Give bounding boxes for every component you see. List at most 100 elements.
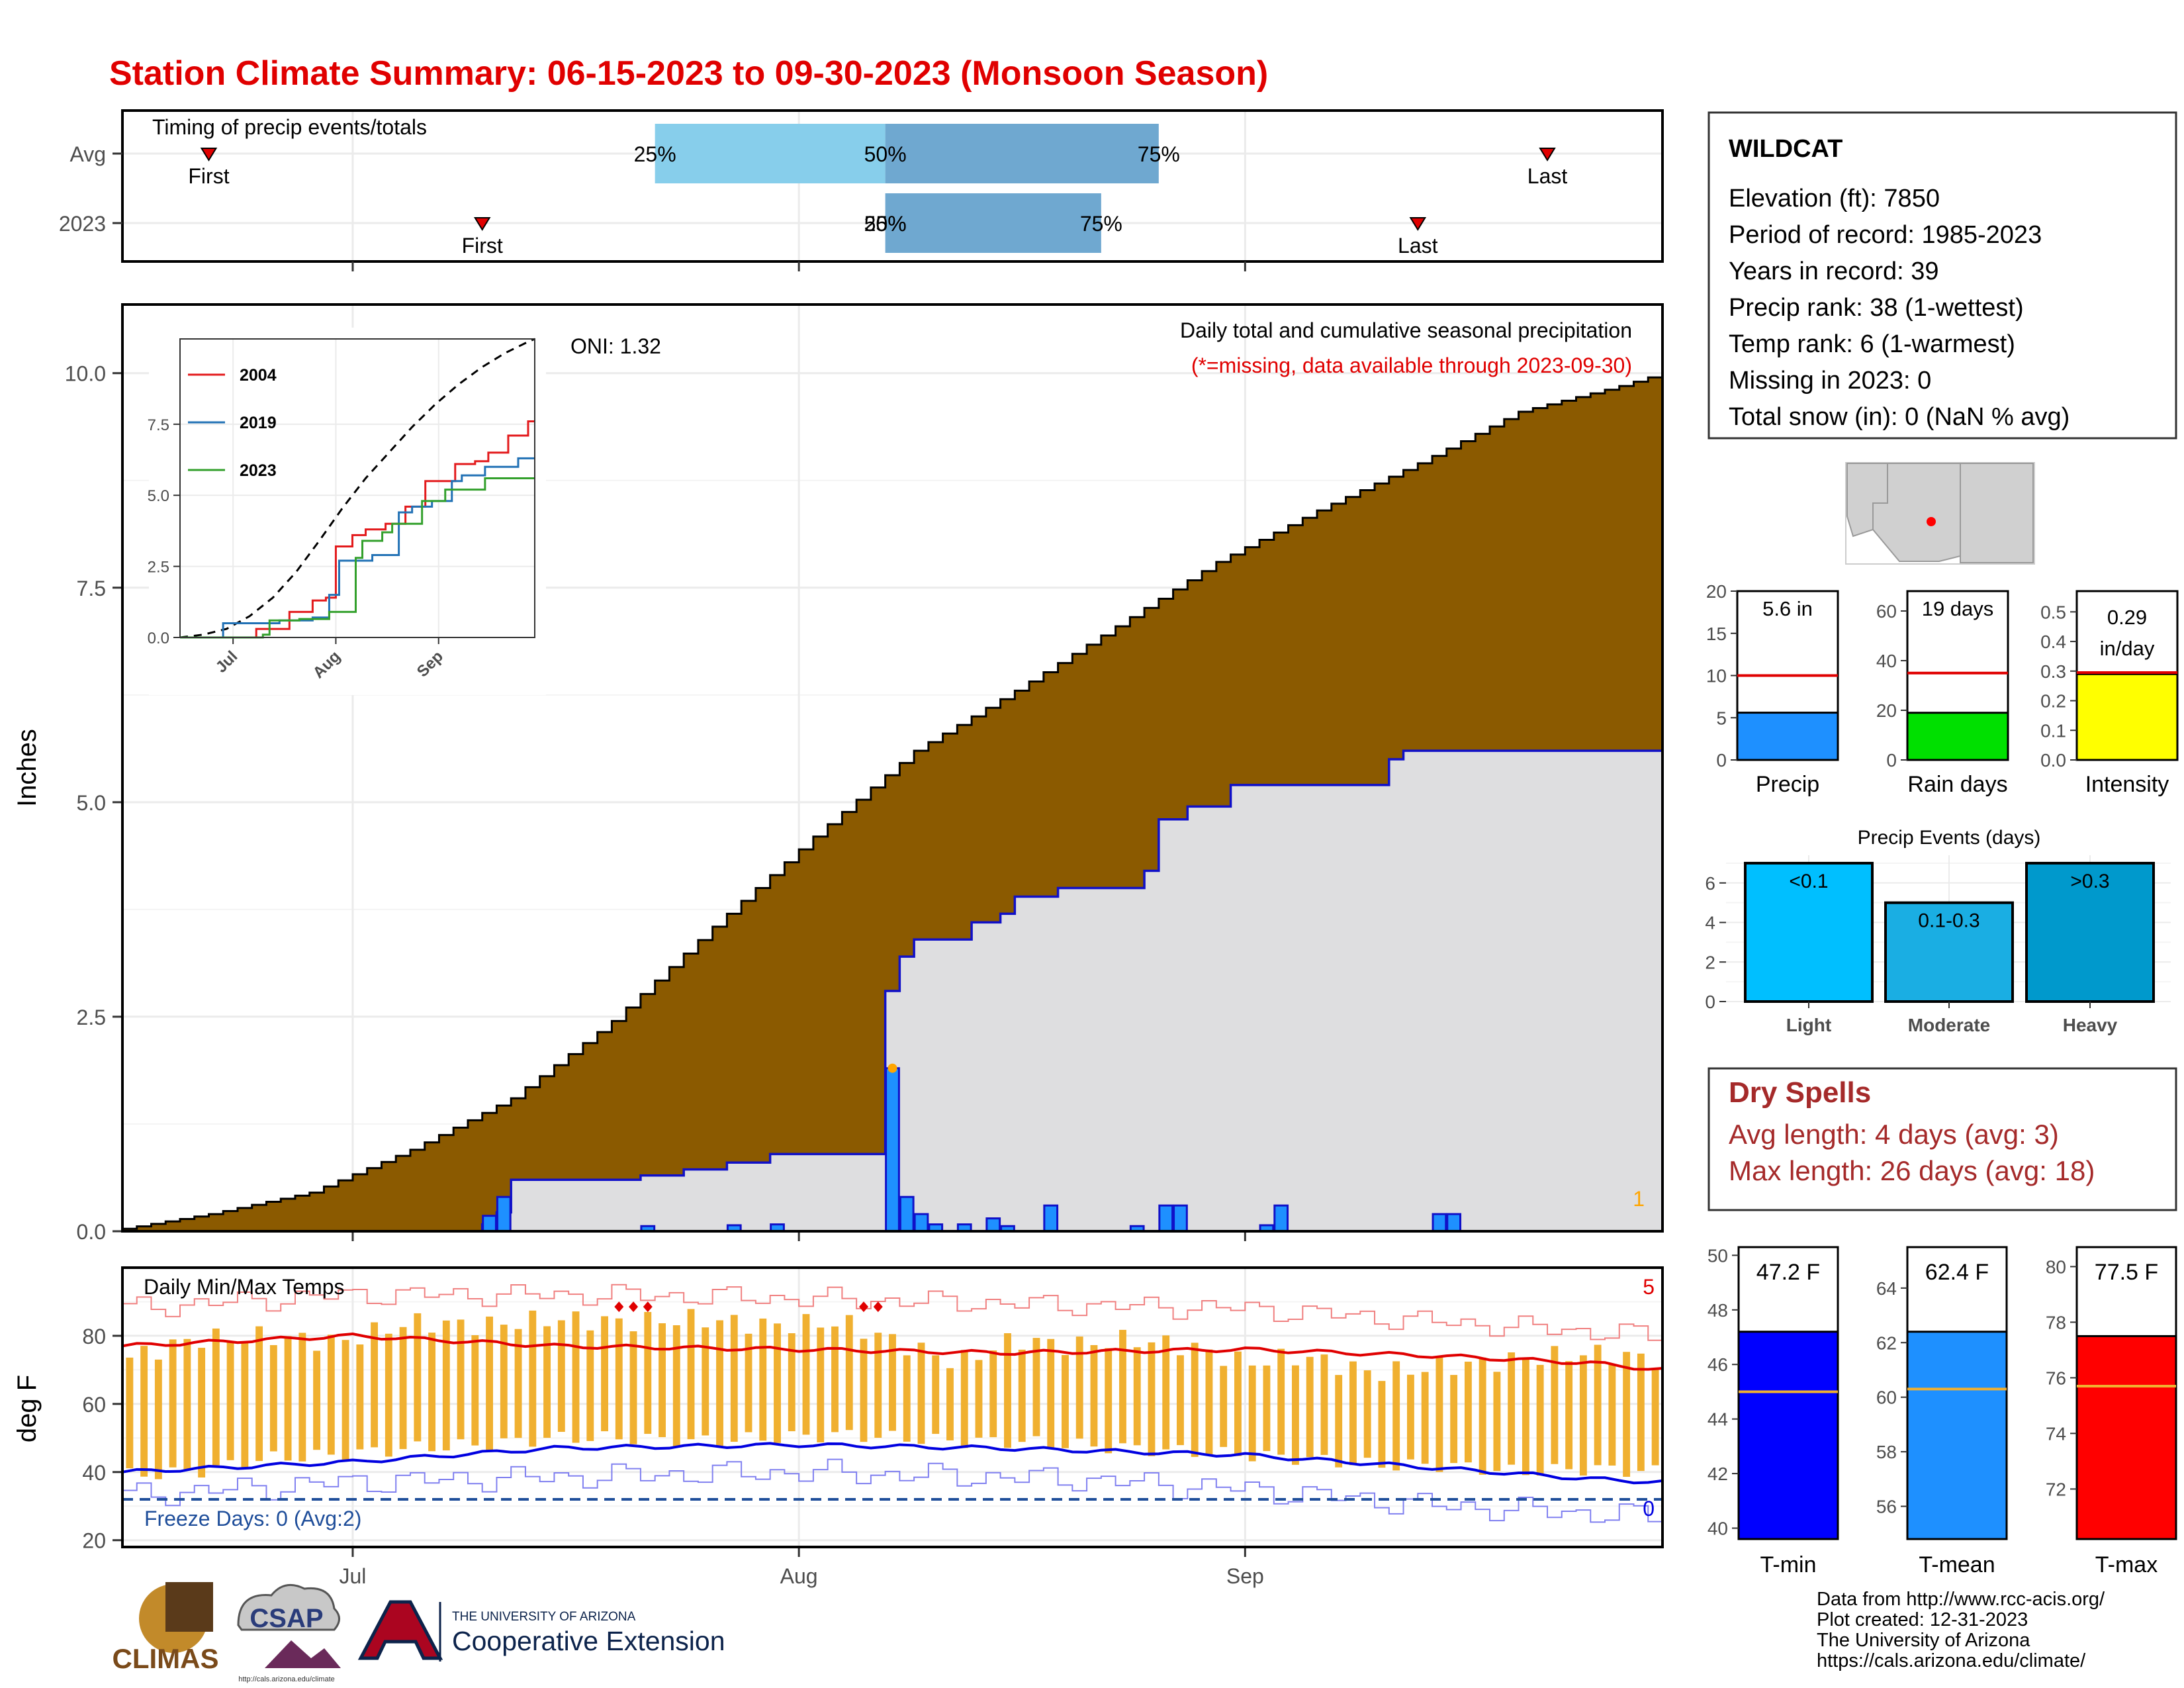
temp-bar-y-tick-label: 44 xyxy=(1707,1409,1728,1430)
daily-temp-bar xyxy=(1032,1338,1040,1436)
daily-temp-bar xyxy=(1651,1368,1659,1466)
daily-temp-bar xyxy=(860,1338,868,1442)
dry-spells-box: Dry Spells Avg length: 4 days (avg: 3) Max… xyxy=(1707,1067,2177,1211)
inset-legend-label: 2023 xyxy=(240,461,277,480)
daily-temp-bar xyxy=(889,1334,896,1431)
ua-big-text: Cooperative Extension xyxy=(452,1626,725,1656)
precip-summary-bars: 0 5 10 15 20 5.6 in Precip 0 20 40 60 19 days Rain d… xyxy=(1706,581,2179,797)
daily-temp-bar xyxy=(946,1368,954,1440)
timing-q75-label: 75% xyxy=(1138,142,1180,166)
station-location-marker xyxy=(1927,517,1936,526)
temp-bar-label: T-max xyxy=(2095,1552,2158,1577)
daily-temp-bar xyxy=(1551,1346,1559,1464)
station-info-line: Missing in 2023: 0 xyxy=(1729,367,1931,395)
precip-events-chart: 0 2 4 6 <0.1 Light 0.1-0.3 Moderate >0.3 Heavy Pre… xyxy=(1705,827,2171,1035)
mini-bar-y-tick-label: 0 xyxy=(1716,750,1727,771)
daily-temp-bar xyxy=(212,1328,220,1466)
avg-cumulative-outline xyxy=(122,376,1662,1230)
daily-temp-bar xyxy=(442,1320,450,1451)
temp-bar-y-tick-label: 80 xyxy=(2046,1256,2066,1277)
daily-temp-bar xyxy=(269,1345,277,1452)
daily-temp-bar xyxy=(414,1313,422,1442)
daily-temp-bar xyxy=(874,1333,882,1438)
climas-logo-text: CLIMAS xyxy=(113,1643,219,1674)
timing-first-marker xyxy=(473,217,491,231)
daily-temp-bar xyxy=(1105,1348,1113,1454)
daily-temp-bar xyxy=(1579,1355,1587,1476)
inset-y-tick-label: 0.0 xyxy=(148,630,169,647)
timing-bar-q50-q75 xyxy=(885,124,1159,183)
precip-y-tick-label: 10.0 xyxy=(65,362,106,386)
record-high-line xyxy=(122,1284,1662,1341)
temp-bar-label: T-mean xyxy=(1919,1552,1995,1577)
timing-bar-q25-q50 xyxy=(655,124,886,183)
dry-spells-avg: Avg length: 4 days (avg: 3) xyxy=(1729,1119,2059,1150)
timing-q25-label: 25% xyxy=(634,142,676,166)
ua-logo-a xyxy=(357,1600,443,1660)
daily-temp-bar xyxy=(327,1335,335,1455)
daily-temp-bar xyxy=(529,1310,537,1447)
daily-temp-bar xyxy=(1493,1372,1501,1472)
csap-logo-cloud xyxy=(237,1583,340,1631)
temp-x-tick-label: Sep xyxy=(1226,1564,1264,1588)
footer-line: The University of Arizona xyxy=(1817,1630,2030,1651)
daily-temp-bar xyxy=(802,1314,810,1435)
mini-bar-value-label: 19 days xyxy=(1922,597,1994,620)
dry-spells-title: Dry Spells xyxy=(1729,1076,1871,1109)
daily-temp-bar xyxy=(341,1340,349,1462)
inset-y-tick-label: 7.5 xyxy=(148,416,169,434)
temp-bar-y-tick-label: 42 xyxy=(1707,1464,1728,1484)
daily-temp-bar xyxy=(1277,1348,1285,1455)
station-info-line: Period of record: 1985-2023 xyxy=(1729,221,2042,249)
mini-bar-y-tick-label: 0.3 xyxy=(2040,661,2066,682)
daily-precip-bar xyxy=(482,1215,497,1233)
daily-temp-bar xyxy=(183,1338,191,1471)
map-state-newmexico xyxy=(1960,463,2034,563)
max-daily-marker xyxy=(887,1063,897,1073)
daily-temp-bar xyxy=(313,1350,321,1450)
temp-bar-y-tick-label: 76 xyxy=(2046,1368,2066,1388)
daily-temp-bar xyxy=(1565,1361,1573,1470)
page-title: Station Climate Summary: 06-15-2023 to 0… xyxy=(109,54,1268,93)
daily-temp-bar xyxy=(1062,1354,1069,1448)
temp-bar-y-tick-label: 46 xyxy=(1707,1354,1728,1375)
csap-logo-text: CSAP xyxy=(250,1604,323,1633)
daily-temp-bar xyxy=(1090,1344,1098,1447)
daily-temp-bar xyxy=(702,1327,709,1436)
mini-bar-label: Intensity xyxy=(2085,772,2169,797)
mini-bar-value-unit: in/day xyxy=(2100,637,2155,660)
inset-frame xyxy=(179,338,535,638)
daily-temp-bar xyxy=(514,1329,522,1438)
record-low-line xyxy=(122,1458,1662,1523)
temp-bar-y-tick-label: 40 xyxy=(1707,1519,1728,1539)
timing-row-label: 2023 xyxy=(59,212,106,236)
daily-temp-bar xyxy=(255,1326,263,1462)
daily-temp-bar xyxy=(1119,1329,1126,1444)
daily-temp-bar xyxy=(1220,1366,1228,1447)
daily-temp-bar xyxy=(730,1315,738,1442)
record-high-count: 5 xyxy=(1643,1275,1655,1299)
events-bar-heavy xyxy=(2025,861,2155,1003)
daily-temp-bar xyxy=(716,1320,723,1446)
daily-temp-bar xyxy=(1004,1333,1011,1448)
mini-bar-y-tick-label: 0 xyxy=(1886,750,1897,771)
mini-bar-2 xyxy=(2075,673,2179,761)
temp-y-tick-label: 40 xyxy=(82,1461,106,1485)
daily-precip-bar xyxy=(1173,1204,1188,1233)
precip-y-axis-label: Inches xyxy=(13,729,42,807)
daily-temp-bar xyxy=(629,1331,637,1444)
timing-last-label: Last xyxy=(1398,234,1438,258)
daily-temp-bar xyxy=(1148,1342,1156,1456)
daily-temp-bar xyxy=(1637,1353,1645,1472)
daily-temp-bar xyxy=(903,1355,911,1442)
temp-bar-y-tick-label: 60 xyxy=(1876,1387,1897,1408)
events-y-tick-label: 6 xyxy=(1705,873,1715,894)
daily-temp-bar xyxy=(140,1346,148,1477)
daily-temp-bar xyxy=(1594,1344,1602,1466)
mini-bar-y-tick-label: 5 xyxy=(1716,708,1727,728)
daily-temp-bar xyxy=(845,1315,853,1430)
temp-bar-y-tick-label: 58 xyxy=(1876,1442,1897,1462)
inset-line-2019 xyxy=(180,457,535,639)
events-category-label: Light xyxy=(1786,1015,1831,1035)
